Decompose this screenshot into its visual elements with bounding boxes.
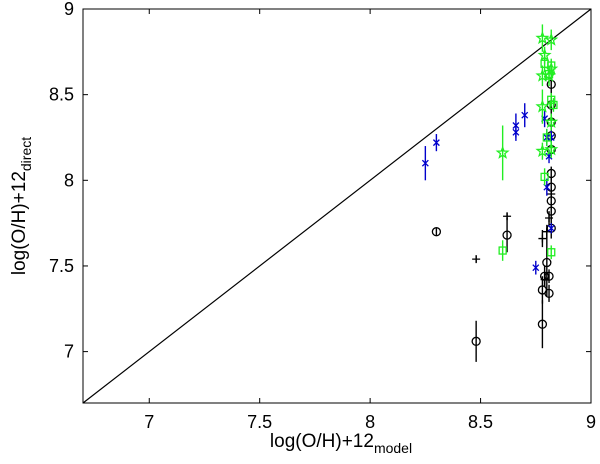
data-point-circle [542, 228, 552, 297]
data-point-plus [540, 272, 549, 287]
marker-circle [544, 288, 554, 299]
marker-x [547, 224, 555, 232]
marker-circle [546, 79, 556, 90]
data-point-circle [431, 227, 442, 237]
marker-square [549, 100, 558, 110]
data-point-plus [472, 255, 481, 264]
marker-plus [540, 275, 549, 284]
y-tick-label: 7.5 [49, 256, 74, 276]
data-point-star [535, 142, 550, 160]
marker-star [535, 143, 550, 158]
marker-x [532, 264, 540, 272]
marker-square [540, 172, 549, 182]
marker-circle [502, 230, 512, 240]
data-point-square [547, 245, 556, 260]
marker-star [544, 114, 559, 129]
marker-x [521, 111, 529, 119]
data-point-square [498, 240, 507, 261]
data-point-circle [537, 300, 548, 349]
data-point-plus [545, 211, 554, 225]
x-axis-label-main: log(O/H)+12 [270, 431, 374, 452]
data-point-square [547, 92, 556, 107]
marker-x [432, 139, 440, 147]
data-point-circle [502, 217, 512, 253]
data-point-square [540, 168, 549, 186]
x-axis-label: log(O/H)+12model [270, 431, 412, 456]
data-point-x [521, 103, 529, 128]
x-axis-label-sub: model [374, 440, 412, 456]
data-point-square [547, 58, 556, 73]
marker-star [535, 30, 550, 45]
data-point-plus [503, 212, 512, 221]
data-point-circle [471, 320, 481, 362]
y-tick-label: 9 [64, 0, 74, 19]
data-point-star [535, 89, 550, 124]
data-point-circle [544, 284, 554, 302]
marker-square [547, 61, 556, 70]
marker-plus [472, 255, 481, 264]
data-point-star [544, 140, 559, 159]
data-point-star [495, 125, 510, 181]
marker-star [544, 32, 559, 46]
y-axis-label-sub: direct [18, 137, 34, 171]
y-tick-label: 7 [64, 342, 74, 362]
marker-plus [542, 227, 551, 236]
y-axis-label-main: log(O/H)+12 [9, 171, 30, 275]
x-tick-label: 8 [365, 412, 375, 432]
x-tick-label: 7 [144, 412, 154, 432]
y-tick-label: 8.5 [49, 85, 74, 105]
marker-star [544, 142, 559, 156]
marker-square [542, 133, 551, 142]
marker-circle [542, 257, 552, 268]
marker-square [547, 248, 556, 257]
data-point-x [532, 260, 540, 275]
x-tick-label: 8.5 [468, 412, 493, 432]
data-point-x [421, 146, 429, 181]
x-tick-label: 9 [586, 412, 596, 432]
x-tick-label: 7.5 [247, 412, 272, 432]
reference-line [82, 8, 592, 404]
data-point-star [535, 24, 550, 52]
marker-plus [538, 234, 547, 243]
data-point-plus [542, 224, 551, 239]
marker-x [421, 159, 429, 167]
data-point-square [542, 128, 551, 147]
marker-circle [537, 319, 548, 329]
marker-star [495, 145, 510, 159]
data-point-plus [538, 229, 547, 248]
marker-plus [547, 190, 556, 199]
y-tick-label: 8 [64, 170, 74, 190]
data-point-star [544, 29, 559, 51]
marker-star [535, 99, 550, 113]
data-points-layer [421, 24, 559, 362]
marker-plus [545, 213, 554, 222]
y-axis-label: log(O/H)+12direct [9, 137, 34, 275]
data-point-plus [547, 188, 556, 200]
ticks-layer: 7 7.5 8 8.5 9 7 7.5 8 8.5 9 [49, 0, 596, 432]
reference-line-layer [82, 8, 592, 404]
data-point-x [432, 134, 440, 152]
marker-x [547, 134, 555, 141]
marker-square [547, 95, 556, 104]
marker-square [544, 69, 554, 79]
marker-square [498, 246, 507, 255]
data-point-x [547, 223, 555, 234]
marker-circle [431, 227, 442, 237]
data-point-star [544, 113, 559, 131]
data-point-square [549, 98, 558, 112]
marker-circle [471, 336, 481, 346]
marker-plus [503, 212, 512, 221]
marker-x [512, 128, 520, 136]
data-point-x [512, 123, 520, 141]
